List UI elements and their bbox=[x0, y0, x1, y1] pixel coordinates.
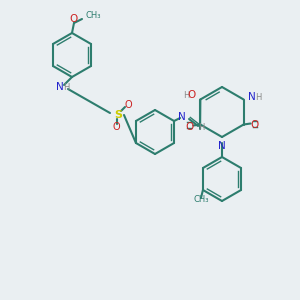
Text: O: O bbox=[70, 14, 78, 24]
Text: S: S bbox=[114, 110, 122, 120]
Text: N: N bbox=[178, 112, 186, 122]
Text: H: H bbox=[63, 82, 69, 91]
Text: O: O bbox=[124, 100, 132, 110]
Text: O: O bbox=[112, 122, 120, 132]
Text: O: O bbox=[250, 119, 259, 130]
Text: N: N bbox=[218, 141, 226, 151]
Text: CH₃: CH₃ bbox=[86, 11, 101, 20]
Text: H: H bbox=[183, 91, 190, 100]
Text: O: O bbox=[185, 122, 194, 131]
Text: O: O bbox=[187, 91, 196, 100]
Text: N: N bbox=[248, 92, 256, 103]
Text: CH₃: CH₃ bbox=[193, 196, 209, 205]
Text: H: H bbox=[256, 93, 262, 102]
Text: H: H bbox=[198, 124, 204, 133]
Text: N: N bbox=[56, 82, 64, 92]
